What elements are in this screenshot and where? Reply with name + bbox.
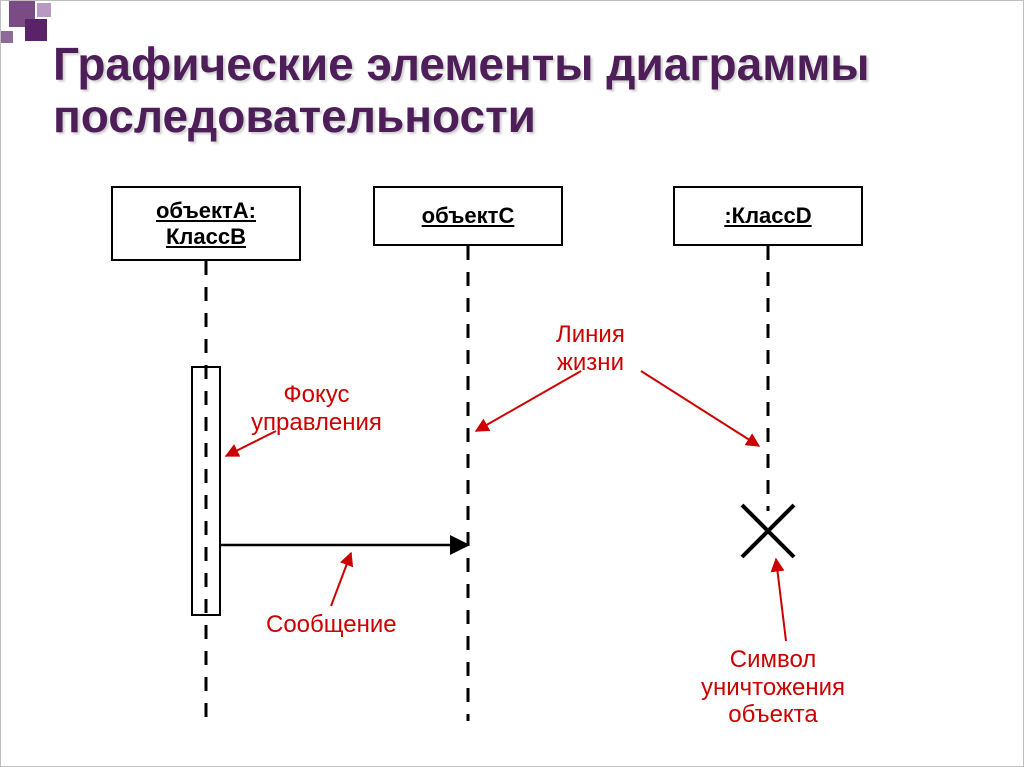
object-box-d: :КлассD [673, 186, 863, 246]
object-box-c: объектС [373, 186, 563, 246]
annotation-destroy-line1: Символ [730, 646, 817, 673]
object-label-a: объектА: КлассВ [113, 196, 299, 251]
annotation-focus-line1: Фокус [283, 381, 349, 408]
corner-decor [37, 3, 51, 17]
annotation-focus-line2: управления [251, 409, 382, 436]
annotation-focus: Фокус управления [251, 381, 382, 436]
annotation-lifeline: Линия жизни [556, 321, 625, 376]
annotation-destroy: Символ уничтожения объекта [701, 646, 845, 729]
object-box-a: объектА: КлассВ [111, 186, 301, 261]
annotation-message: Сообщение [266, 611, 397, 639]
slide-title: Графические элементы диаграммы последова… [53, 39, 993, 142]
annotation-message-text: Сообщение [266, 611, 397, 638]
annotation-lifeline-line1: Линия [556, 321, 625, 348]
annotation-destroy-line3: объекта [728, 701, 817, 728]
activation-bar [191, 366, 221, 616]
corner-decor [25, 19, 47, 41]
object-label-d: :КлассD [718, 201, 817, 230]
annotation-lifeline-line2: жизни [557, 349, 624, 376]
slide: Графические элементы диаграммы последова… [0, 0, 1024, 767]
object-label-c: объектС [416, 201, 521, 230]
annotation-destroy-line2: уничтожения [701, 674, 845, 701]
corner-decor [1, 31, 13, 43]
